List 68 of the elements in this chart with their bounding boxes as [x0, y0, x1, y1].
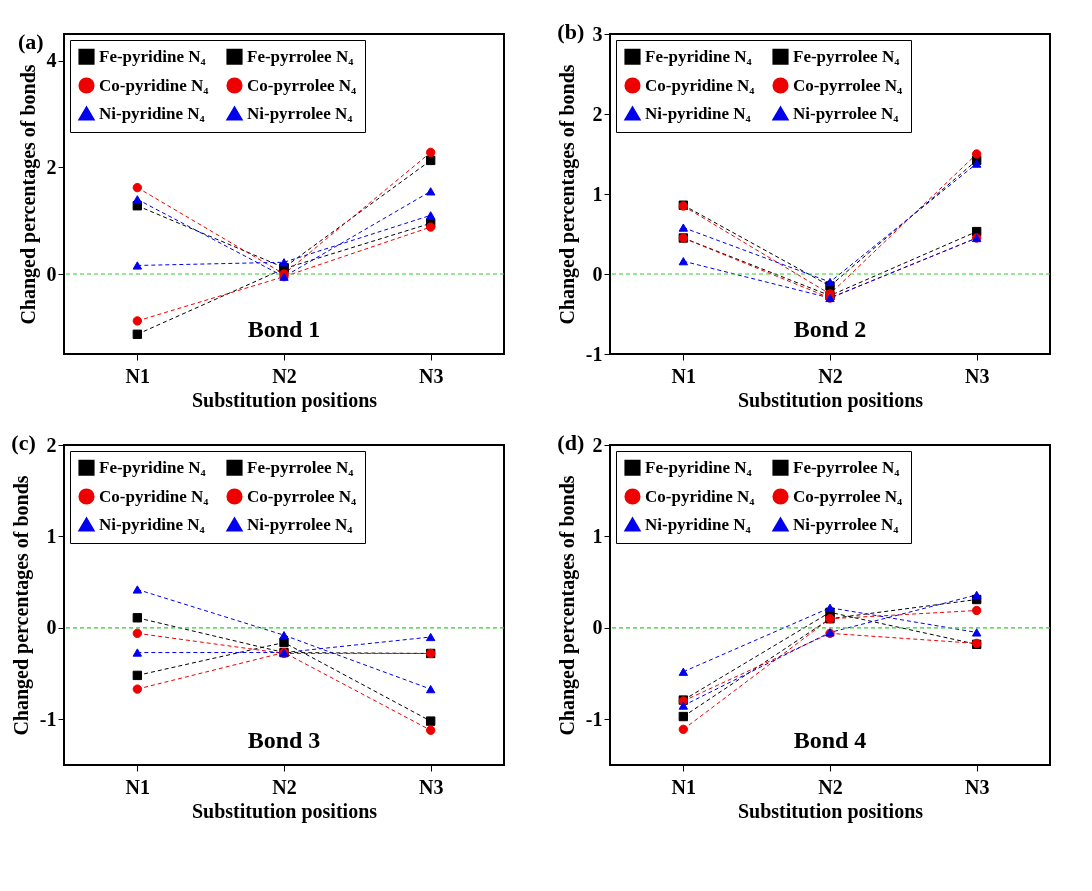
- y-tick-label: -1: [585, 707, 603, 730]
- legend-label: Ni-pyridine N₄: [99, 514, 205, 534]
- legend-label: Fe-pyrrolee N₄: [247, 46, 354, 66]
- x-axis-title: Substitution positions: [191, 799, 378, 823]
- x-tick-label: N3: [418, 775, 444, 798]
- x-tick-label: N2: [272, 364, 297, 387]
- x-axis-title: Substitution positions: [737, 388, 924, 412]
- legend-label: Co-pyrrolee N₄: [793, 486, 903, 506]
- x-tick-label: N2: [272, 775, 297, 798]
- legend-label: Co-pyrrolee N₄: [247, 75, 357, 95]
- legend-label: Fe-pyridine N₄: [99, 46, 206, 66]
- legend-label: Co-pyridine N₄: [99, 75, 209, 95]
- y-tick-label: 0: [592, 616, 603, 639]
- chart-title: (b): [557, 19, 585, 44]
- legend-label: Co-pyridine N₄: [645, 75, 755, 95]
- chart-title: (a): [18, 29, 44, 54]
- x-tick-label: N2: [818, 364, 843, 387]
- legend-label: Ni-pyridine N₄: [99, 103, 205, 123]
- y-tick-label: 2: [46, 433, 57, 456]
- legend-label: Co-pyrrolee N₄: [793, 75, 903, 95]
- annotation: Bond 1: [247, 316, 321, 342]
- y-tick-label: 0: [46, 616, 57, 639]
- x-tick-label: N2: [818, 775, 843, 798]
- x-tick-label: N1: [671, 364, 697, 387]
- y-axis-title: Changed percentages of bonds: [555, 64, 579, 325]
- y-tick-label: 2: [46, 155, 57, 178]
- y-tick-label: 4: [46, 49, 57, 72]
- y-tick-label: -1: [585, 342, 603, 365]
- legend-label: Ni-pyridine N₄: [645, 514, 751, 534]
- legend-label: Fe-pyridine N₄: [99, 457, 206, 477]
- annotation: Bond 3: [247, 727, 321, 753]
- x-tick-label: N3: [418, 364, 444, 387]
- legend-label: Fe-pyrrolee N₄: [247, 457, 354, 477]
- annotation: Bond 2: [793, 316, 867, 342]
- y-tick-label: 2: [592, 102, 603, 125]
- legend-label: Ni-pyrrolee N₄: [247, 103, 353, 123]
- legend-label: Co-pyridine N₄: [645, 486, 755, 506]
- legend-label: Ni-pyrrolee N₄: [793, 514, 899, 534]
- y-tick-label: 1: [46, 524, 57, 547]
- y-tick-label: 1: [592, 524, 603, 547]
- y-axis-title: Changed percentages of bonds: [9, 475, 33, 736]
- y-axis-title: Changed percentages of bonds: [16, 64, 40, 325]
- legend-label: Fe-pyrrolee N₄: [793, 457, 900, 477]
- x-axis-title: Substitution positions: [191, 388, 378, 412]
- y-axis-title: Changed percentages of bonds: [555, 475, 579, 736]
- legend-label: Fe-pyridine N₄: [645, 457, 752, 477]
- y-tick-label: 1: [592, 182, 603, 205]
- legend-label: Fe-pyridine N₄: [645, 46, 752, 66]
- annotation: Bond 4: [793, 727, 867, 753]
- chart-title: (c): [11, 430, 36, 455]
- x-tick-label: N3: [964, 775, 990, 798]
- y-tick-label: 2: [592, 433, 603, 456]
- y-tick-label: 3: [592, 22, 603, 45]
- legend-label: Co-pyrrolee N₄: [247, 486, 357, 506]
- chart-title: (d): [557, 430, 585, 455]
- x-axis-title: Substitution positions: [737, 799, 924, 823]
- x-tick-label: N3: [964, 364, 990, 387]
- y-tick-label: 0: [46, 262, 57, 285]
- x-tick-label: N1: [125, 364, 151, 387]
- legend-label: Ni-pyrrolee N₄: [247, 514, 353, 534]
- legend-label: Co-pyridine N₄: [99, 486, 209, 506]
- x-tick-label: N1: [671, 775, 697, 798]
- legend-label: Ni-pyridine N₄: [645, 103, 751, 123]
- y-tick-label: 0: [592, 262, 603, 285]
- legend-label: Fe-pyrrolee N₄: [793, 46, 900, 66]
- legend-label: Ni-pyrrolee N₄: [793, 103, 899, 123]
- y-tick-label: -1: [39, 707, 57, 730]
- x-tick-label: N1: [125, 775, 151, 798]
